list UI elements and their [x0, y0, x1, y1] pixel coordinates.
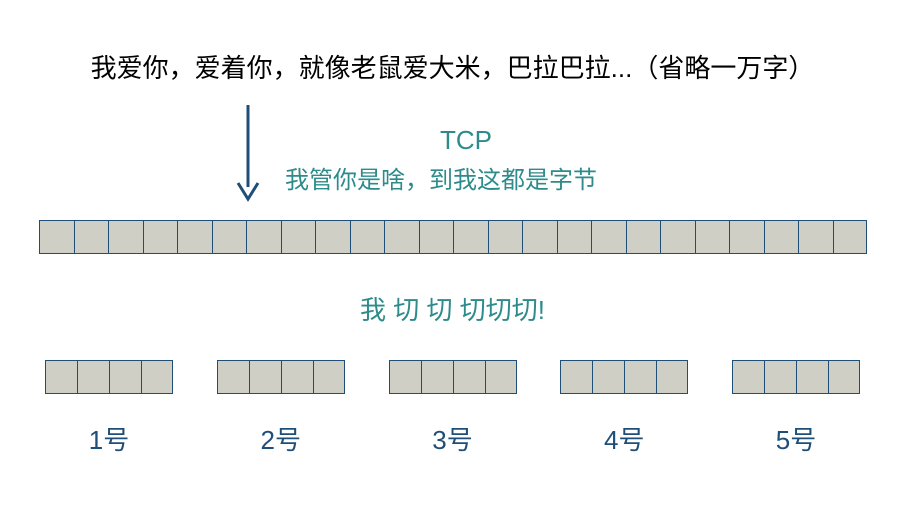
segment-cell: [217, 360, 249, 394]
byte-cell: [626, 220, 661, 254]
segments-row: [45, 360, 860, 394]
packet-segment: [560, 360, 688, 394]
segment-cell: [624, 360, 656, 394]
segment-cell: [453, 360, 485, 394]
byte-stream-strip: [39, 220, 867, 254]
segment-cell: [656, 360, 688, 394]
byte-cell: [591, 220, 626, 254]
segment-cell: [485, 360, 517, 394]
byte-cell: [557, 220, 592, 254]
byte-cell: [177, 220, 212, 254]
byte-cell: [488, 220, 523, 254]
packet-segment: [217, 360, 345, 394]
down-arrow-icon: [235, 105, 275, 205]
byte-cell: [246, 220, 281, 254]
segment-cell: [141, 360, 173, 394]
byte-cell: [39, 220, 74, 254]
byte-cell: [798, 220, 833, 254]
packet-segment: [45, 360, 173, 394]
byte-cell: [143, 220, 178, 254]
byte-cell: [350, 220, 385, 254]
segment-cell: [313, 360, 345, 394]
cut-text: 我 切 切 切切切!: [360, 290, 545, 327]
segment-cell: [732, 360, 764, 394]
byte-cell: [660, 220, 695, 254]
tcp-title: TCP: [440, 125, 492, 156]
byte-cell: [108, 220, 143, 254]
segment-cell: [249, 360, 281, 394]
byte-cell: [315, 220, 350, 254]
segment-cell: [109, 360, 141, 394]
segment-label: 4号: [560, 420, 688, 457]
segment-labels-row: 1号 2号 3号 4号 5号: [45, 420, 860, 457]
segment-cell: [560, 360, 592, 394]
byte-cell: [695, 220, 730, 254]
byte-cell: [419, 220, 454, 254]
segment-cell: [389, 360, 421, 394]
byte-cell: [764, 220, 799, 254]
segment-cell: [592, 360, 624, 394]
byte-cell: [74, 220, 109, 254]
segment-cell: [421, 360, 453, 394]
byte-cell: [522, 220, 557, 254]
packet-segment: [732, 360, 860, 394]
top-message-text: 我爱你，爱着你，就像老鼠爱大米，巴拉巴拉...（省略一万字）: [91, 48, 815, 85]
byte-cell: [453, 220, 488, 254]
segment-cell: [764, 360, 796, 394]
segment-label: 5号: [732, 420, 860, 457]
segment-label: 1号: [45, 420, 173, 457]
segment-cell: [45, 360, 77, 394]
segment-label: 3号: [389, 420, 517, 457]
packet-segment: [389, 360, 517, 394]
byte-cell: [729, 220, 764, 254]
tcp-subtitle: 我管你是啥，到我这都是字节: [285, 160, 597, 195]
byte-cell: [212, 220, 247, 254]
segment-label: 2号: [217, 420, 345, 457]
segment-cell: [796, 360, 828, 394]
segment-cell: [77, 360, 109, 394]
byte-cell: [833, 220, 868, 254]
byte-cell: [281, 220, 316, 254]
segment-cell: [281, 360, 313, 394]
segment-cell: [828, 360, 860, 394]
byte-cell: [384, 220, 419, 254]
